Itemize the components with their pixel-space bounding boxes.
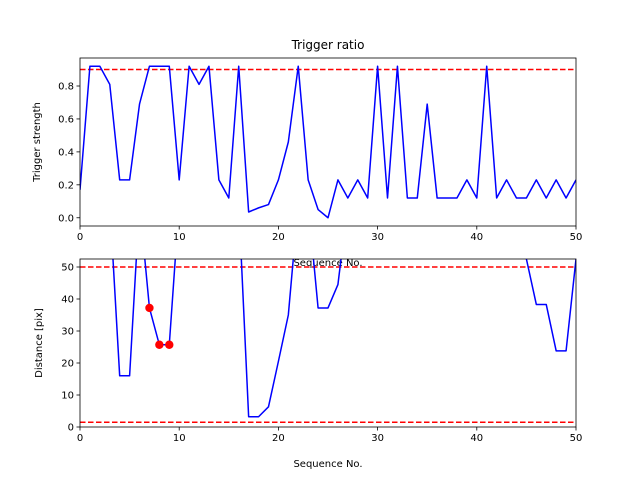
y-tick-label: 30 <box>61 327 74 338</box>
y-tick-label: 50 <box>61 263 74 274</box>
x-tick-label: 20 <box>272 232 285 243</box>
x-tick-label: 10 <box>173 232 186 243</box>
axes-frame <box>79 57 577 227</box>
y-tick-label: 40 <box>61 295 74 306</box>
y-tick-label: 10 <box>61 391 74 402</box>
y-tick-label: 0 <box>68 423 74 434</box>
series-line <box>240 259 295 418</box>
x-tick-label: 0 <box>77 232 83 243</box>
trigger-ratio-panel: Trigger ratio 0 10 20 30 40 50 0.0 0.2 0.4 0.6 0.8… <box>32 38 582 269</box>
bottom-xlabel: Sequence No. <box>293 459 362 470</box>
y-tick-label: 20 <box>61 359 74 370</box>
series-line <box>525 259 576 352</box>
x-tick-label: 50 <box>570 433 583 444</box>
x-tick-label: 40 <box>470 433 483 444</box>
axes-frame <box>79 258 577 428</box>
y-tick-label: 0.6 <box>58 114 74 125</box>
data-point-marker <box>145 303 154 313</box>
x-tick-label: 20 <box>272 433 285 444</box>
plot-area <box>80 65 576 219</box>
trigger-strength-ylabel: Trigger strength <box>32 102 43 183</box>
x-tick-label: 10 <box>173 433 186 444</box>
series-line <box>312 259 342 309</box>
y-tick-label: 0.0 <box>58 213 74 224</box>
x-tick-label: 30 <box>371 232 384 243</box>
top-xlabel: Sequence No. <box>293 258 362 269</box>
x-tick-label: 0 <box>77 433 83 444</box>
y-tick-label: 0.8 <box>58 82 74 93</box>
x-tick-label: 30 <box>371 433 384 444</box>
series-line <box>80 65 576 219</box>
trigger-ratio-title: Trigger ratio <box>291 38 365 52</box>
distance-ylabel: Distance [pix] <box>34 308 45 378</box>
y-tick-label: 0.4 <box>58 147 74 158</box>
data-point-marker <box>165 340 174 349</box>
x-tick-label: 50 <box>570 232 583 243</box>
distance-panel: 0 10 20 30 40 50 0 10 20 30 40 50 Distance [pix] Se… <box>34 258 583 470</box>
x-tick-label: 40 <box>470 232 483 243</box>
plot-area <box>80 259 576 423</box>
y-tick-label: 0.2 <box>58 180 74 191</box>
data-point-marker <box>155 340 164 349</box>
